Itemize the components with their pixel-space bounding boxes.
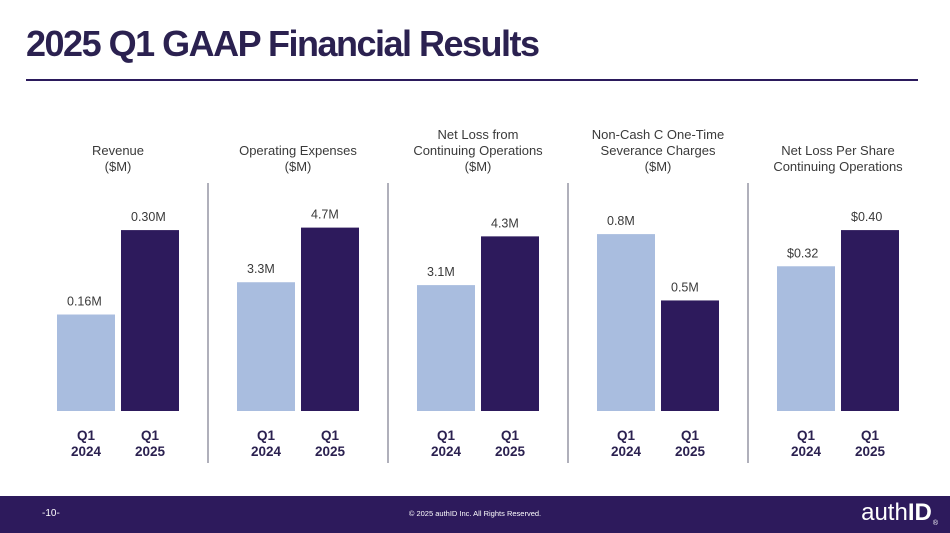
x-axis-label: 2024 xyxy=(611,444,642,459)
bar-value-label: 0.16M xyxy=(67,295,102,309)
bar-q1-2024 xyxy=(57,314,115,411)
bar-q1-2025 xyxy=(661,300,719,411)
chart-title-line: Non-Cash C One-Time xyxy=(592,127,724,142)
title-underline xyxy=(26,79,918,81)
x-axis-label: Q1 xyxy=(257,428,276,443)
chart-title-line: ($M) xyxy=(645,159,672,174)
x-axis-label: Q1 xyxy=(141,428,160,443)
chart-title-line: Net Loss Per Share xyxy=(781,143,894,158)
bar-value-label: 0.30M xyxy=(131,210,166,224)
logo-trademark: ® xyxy=(932,520,938,527)
x-axis-label: Q1 xyxy=(681,428,700,443)
bar-q1-2025 xyxy=(121,230,179,411)
x-axis-label: 2024 xyxy=(791,444,822,459)
chart-title-line: Severance Charges xyxy=(601,143,716,158)
bar-value-label: 4.3M xyxy=(491,216,519,230)
bar-value-label: 4.7M xyxy=(311,208,339,222)
chart-title-line: ($M) xyxy=(105,159,132,174)
x-axis-label: 2024 xyxy=(431,444,462,459)
bar-value-label: 3.3M xyxy=(247,262,275,276)
chart-title-line: Continuing Operations xyxy=(773,159,903,174)
x-axis-label: 2024 xyxy=(251,444,282,459)
x-axis-label: 2025 xyxy=(495,444,526,459)
bar-value-label: 0.5M xyxy=(671,280,699,294)
bar-q1-2024 xyxy=(237,282,295,411)
slide-title: 2025 Q1 GAAP Financial Results xyxy=(26,23,540,64)
authid-logo: authID® xyxy=(861,499,938,527)
chart-title-line: Net Loss from xyxy=(438,127,519,142)
footer-bar: -10- © 2025 authID Inc. All Rights Reser… xyxy=(0,496,950,533)
chart-title-line: ($M) xyxy=(465,159,492,174)
x-axis-label: Q1 xyxy=(437,428,456,443)
x-axis-label: Q1 xyxy=(321,428,340,443)
x-axis-label: Q1 xyxy=(617,428,636,443)
x-axis-label: Q1 xyxy=(501,428,520,443)
bar-q1-2025 xyxy=(481,236,539,411)
x-axis-label: 2025 xyxy=(675,444,706,459)
x-axis-label: 2025 xyxy=(315,444,346,459)
chart-title-line: ($M) xyxy=(285,159,312,174)
bar-q1-2025 xyxy=(841,230,899,411)
bar-q1-2024 xyxy=(777,266,835,411)
chart-title-line: Continuing Operations xyxy=(413,143,543,158)
x-axis-label: 2024 xyxy=(71,444,102,459)
logo-text-light: auth xyxy=(861,499,908,526)
bar-value-label: 3.1M xyxy=(427,265,455,279)
chart-title-line: Operating Expenses xyxy=(239,143,357,158)
page-number: -10- xyxy=(42,508,60,519)
x-axis-label: Q1 xyxy=(77,428,96,443)
copyright-notice: © 2025 authID Inc. All Rights Reserved. xyxy=(408,509,542,518)
bar-value-label: $0.32 xyxy=(787,246,818,260)
logo-text-bold: ID xyxy=(907,499,932,526)
x-axis-label: Q1 xyxy=(797,428,816,443)
bar-q1-2025 xyxy=(301,227,359,411)
x-axis-label: 2025 xyxy=(135,444,166,459)
bar-q1-2024 xyxy=(597,234,655,411)
x-axis-label: Q1 xyxy=(861,428,880,443)
bar-charts: Revenue($M)0.16MQ120240.30MQ12025Operati… xyxy=(57,127,903,463)
bar-q1-2024 xyxy=(417,285,475,411)
x-axis-label: 2025 xyxy=(855,444,886,459)
bar-value-label: 0.8M xyxy=(607,214,635,228)
chart-title-line: Revenue xyxy=(92,143,144,158)
bar-value-label: $0.40 xyxy=(851,210,882,224)
